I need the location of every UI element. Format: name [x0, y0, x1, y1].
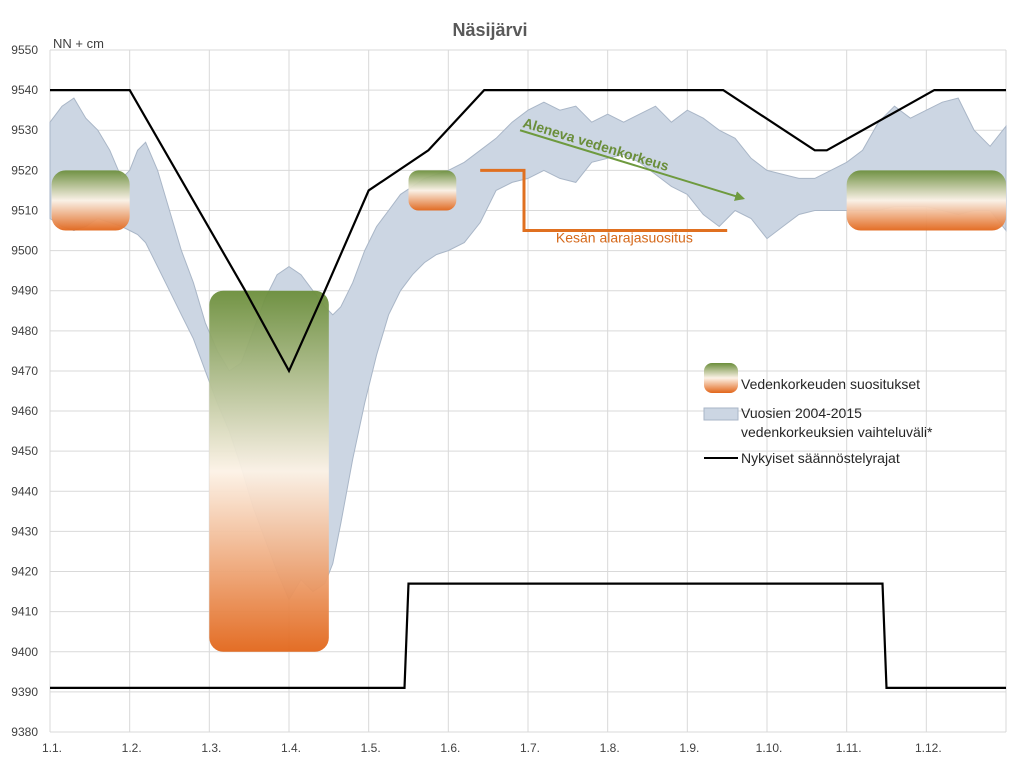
recommendation-boxes — [51, 170, 1006, 652]
legend-range-swatch — [703, 407, 739, 421]
y-tick-label: 9460 — [11, 404, 38, 418]
y-tick-label: 9520 — [11, 163, 38, 177]
x-tick-label: 1.11. — [836, 741, 862, 755]
y-tick-label: 9500 — [11, 244, 38, 258]
x-tick-label: 1.8. — [600, 741, 620, 755]
limit-lines — [50, 88, 1006, 690]
legend-limit-label: Nykyiset säännöstelyrajat — [741, 450, 900, 466]
x-tick-labels: 1.1. 1.2. 1.3. 1.4. 1.5. 1.6. 1.7. 1.8. 1.9. 1.10… — [42, 741, 942, 755]
x-tick-label: 1.6. — [440, 741, 460, 755]
x-tick-label: 1.3. — [201, 741, 221, 755]
x-tick-label: 1.2. — [122, 741, 142, 755]
x-tick-label: 1.7. — [520, 741, 540, 755]
legend-recommendation-swatch — [704, 363, 738, 393]
upper-limit-line — [50, 88, 1006, 374]
y-tick-label: 9540 — [11, 83, 38, 97]
legend-range-label-2: vedenkorkeuksien vaihteluväli* — [741, 424, 933, 440]
recommendation-box — [846, 170, 1006, 231]
y-tick-label: 9410 — [11, 605, 38, 619]
x-tick-label: 1.10. — [756, 741, 783, 755]
recommendation-box — [408, 170, 457, 211]
recommendation-box — [209, 290, 329, 652]
y-tick-labels: 9380 9390 9400 9410 9420 9430 9440 9450 9460 9470… — [11, 43, 38, 739]
legend-recommendation-label: Vedenkorkeuden suositukset — [741, 376, 920, 392]
legend: Vedenkorkeuden suositukset Vuosien 2004-… — [703, 363, 933, 466]
y-tick-label: 9440 — [11, 484, 38, 498]
trend-arrow — [519, 129, 746, 201]
chart-title: Näsijärvi — [452, 20, 527, 40]
y-tick-label: 9510 — [11, 203, 38, 217]
y-tick-label: 9380 — [11, 725, 38, 739]
x-tick-label: 1.4. — [281, 741, 301, 755]
y-tick-label: 9470 — [11, 364, 38, 378]
y-tick-label: 9490 — [11, 284, 38, 298]
summer-limit-line — [480, 168, 728, 232]
y-tick-label: 9450 — [11, 444, 38, 458]
y-tick-label: 9530 — [11, 123, 38, 137]
y-tick-label: 9400 — [11, 645, 38, 659]
summer-limit-annotation: Kesän alarajasuositus — [556, 230, 693, 246]
legend-range-label-1: Vuosien 2004-2015 — [741, 405, 862, 421]
y-axis-unit-label: NN + cm — [53, 36, 104, 51]
x-tick-label: 1.5. — [361, 741, 381, 755]
y-tick-label: 9550 — [11, 43, 38, 57]
x-tick-label: 1.1. — [42, 741, 62, 755]
lower-limit-line — [50, 582, 1006, 690]
x-tick-label: 1.9. — [679, 741, 699, 755]
y-tick-label: 9480 — [11, 324, 38, 338]
y-tick-label: 9390 — [11, 685, 38, 699]
x-tick-label: 1.12. — [915, 741, 942, 755]
y-tick-label: 9430 — [11, 524, 38, 538]
recommendation-box — [51, 170, 130, 231]
y-tick-label: 9420 — [11, 565, 38, 579]
